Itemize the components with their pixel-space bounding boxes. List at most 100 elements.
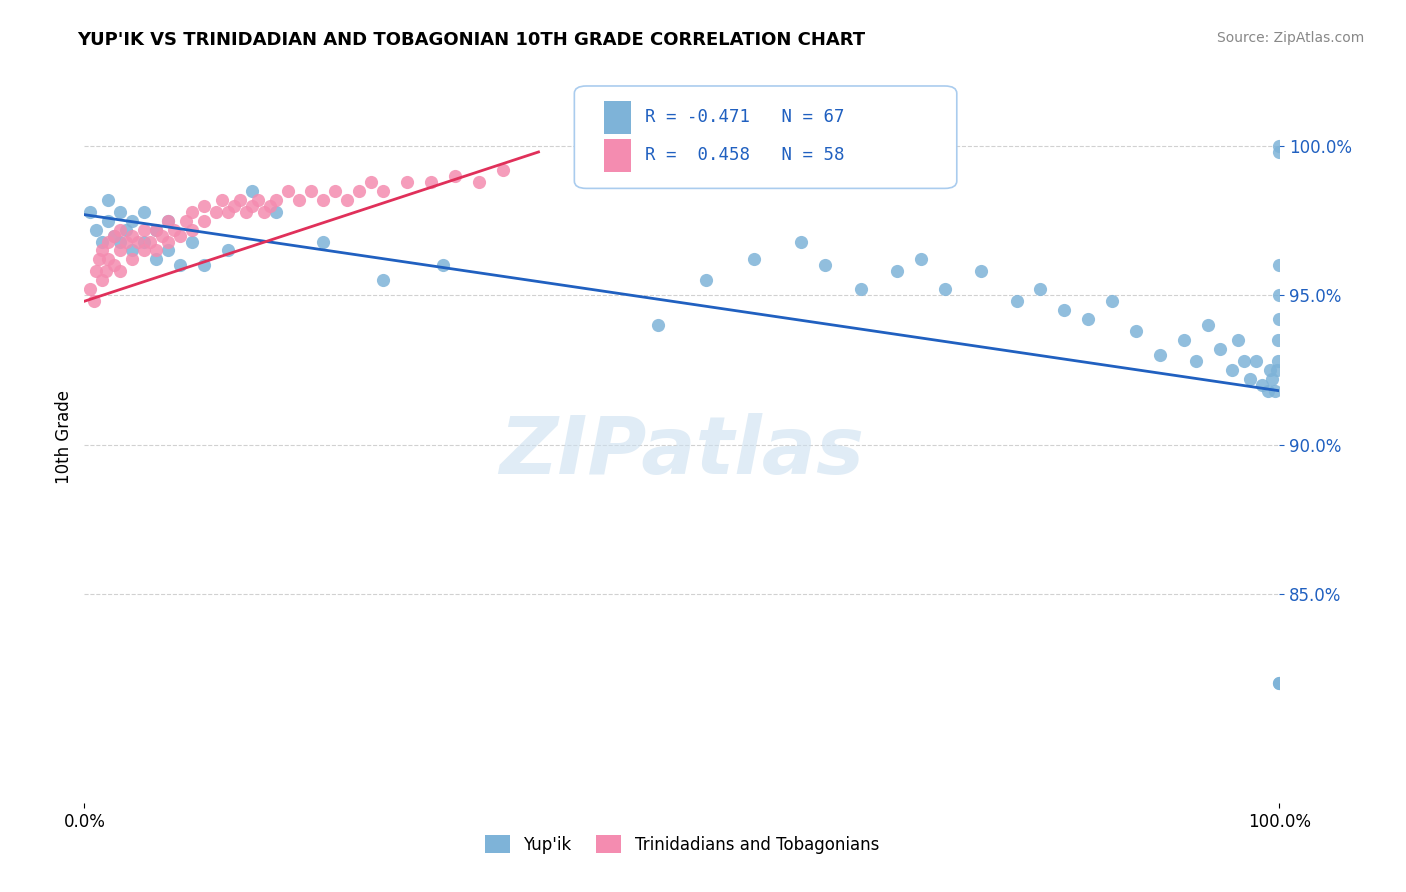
Point <box>264 204 287 219</box>
Point <box>115 222 138 236</box>
FancyBboxPatch shape <box>605 139 630 172</box>
Point <box>193 259 215 273</box>
Point <box>97 252 120 267</box>
Point <box>91 235 114 249</box>
Point <box>1268 676 1291 690</box>
Point <box>79 282 101 296</box>
Text: ZIPatlas: ZIPatlas <box>499 413 865 491</box>
Point <box>145 252 167 267</box>
Point <box>110 235 132 249</box>
Point <box>910 252 932 267</box>
Point <box>103 228 125 243</box>
Point <box>150 228 173 243</box>
Point <box>886 264 908 278</box>
Point <box>91 244 114 258</box>
Point <box>253 204 276 219</box>
Point <box>121 244 143 258</box>
Point <box>163 222 186 236</box>
Point <box>1005 294 1028 309</box>
Point <box>790 235 813 249</box>
Point <box>1244 354 1267 368</box>
Point <box>1268 145 1291 159</box>
Point <box>91 273 114 287</box>
Point <box>492 162 515 177</box>
Point <box>121 228 143 243</box>
Point <box>373 273 395 287</box>
Point <box>110 204 132 219</box>
Point <box>132 204 156 219</box>
Point <box>181 235 204 249</box>
Point <box>145 244 167 258</box>
Point <box>349 184 371 198</box>
Point <box>157 213 180 227</box>
Legend: Yup'ik, Trinidadians and Tobagonians: Yup'ik, Trinidadians and Tobagonians <box>478 829 886 860</box>
FancyBboxPatch shape <box>605 101 630 134</box>
Point <box>396 175 419 189</box>
Point <box>110 222 132 236</box>
Point <box>103 259 125 273</box>
Point <box>157 235 180 249</box>
Point <box>1268 676 1291 690</box>
Point <box>360 175 382 189</box>
Point <box>193 213 215 227</box>
Point <box>110 264 132 278</box>
Point <box>1185 354 1208 368</box>
Text: R = -0.471   N = 67: R = -0.471 N = 67 <box>645 109 845 127</box>
Point <box>1258 363 1281 377</box>
Point <box>181 204 204 219</box>
Point <box>432 259 454 273</box>
Point <box>94 264 117 278</box>
Point <box>312 235 335 249</box>
Point <box>1239 372 1261 386</box>
Point <box>1267 354 1289 368</box>
Point <box>1264 384 1286 398</box>
Point <box>814 259 837 273</box>
Point <box>444 169 467 183</box>
Point <box>1267 333 1289 347</box>
Point <box>1101 294 1123 309</box>
Point <box>103 228 125 243</box>
FancyBboxPatch shape <box>575 86 957 188</box>
Point <box>1233 354 1256 368</box>
Point <box>1268 139 1291 153</box>
Point <box>132 244 156 258</box>
Y-axis label: 10th Grade: 10th Grade <box>55 390 73 484</box>
Point <box>277 184 299 198</box>
Point <box>1268 312 1291 326</box>
Text: Source: ZipAtlas.com: Source: ZipAtlas.com <box>1216 31 1364 45</box>
Point <box>127 235 149 249</box>
Point <box>222 199 245 213</box>
Point <box>264 193 287 207</box>
Point <box>205 204 228 219</box>
Point <box>157 213 180 227</box>
Point <box>193 199 215 213</box>
Point <box>1268 259 1291 273</box>
Point <box>373 184 395 198</box>
Point <box>217 244 239 258</box>
Point <box>115 235 138 249</box>
Point <box>157 244 180 258</box>
Point <box>97 213 120 227</box>
Point <box>87 252 110 267</box>
Point <box>97 193 120 207</box>
Point <box>259 199 281 213</box>
Point <box>235 204 257 219</box>
Point <box>1173 333 1195 347</box>
Point <box>1077 312 1099 326</box>
Point <box>325 184 347 198</box>
Point <box>1220 363 1243 377</box>
Point <box>86 264 108 278</box>
Point <box>742 252 765 267</box>
Point <box>145 222 167 236</box>
Point <box>1250 377 1272 392</box>
Point <box>1226 333 1249 347</box>
Point <box>1257 384 1279 398</box>
Point <box>246 193 269 207</box>
Point <box>1149 348 1171 362</box>
Point <box>301 184 323 198</box>
Point <box>132 235 156 249</box>
Point <box>169 259 191 273</box>
Point <box>1261 372 1284 386</box>
Point <box>145 222 167 236</box>
Point <box>211 193 233 207</box>
